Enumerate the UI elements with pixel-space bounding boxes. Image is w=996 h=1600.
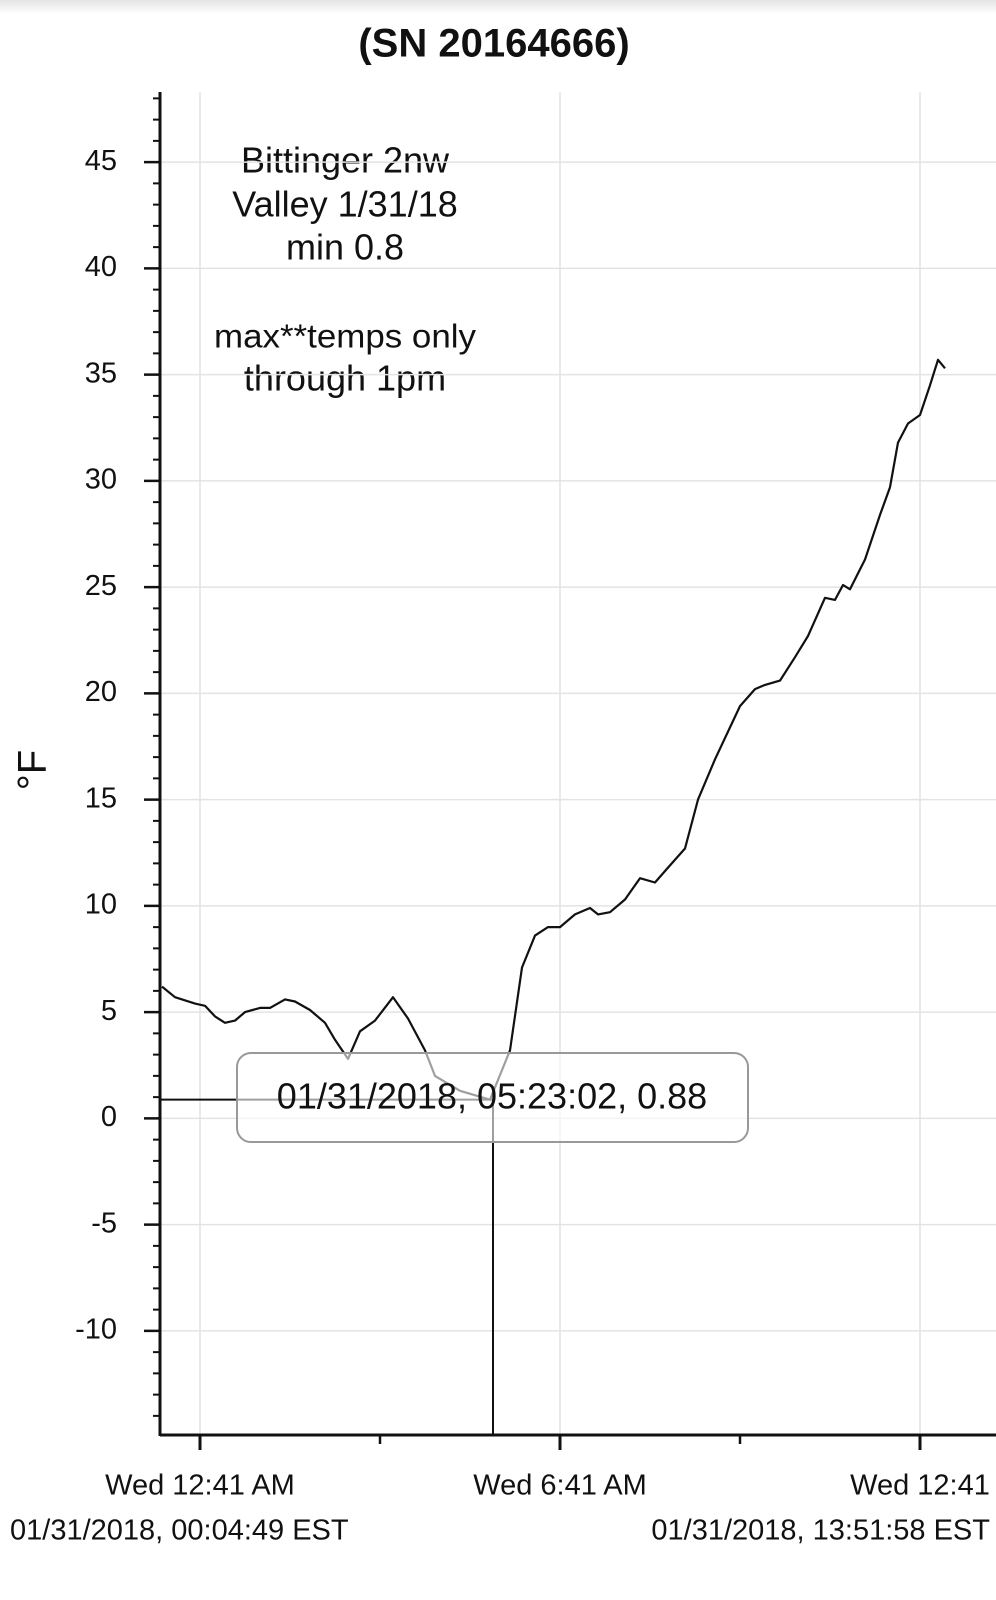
annotation-line: Valley 1/31/18 (232, 184, 458, 225)
x-range-start: 01/31/2018, 00:04:49 EST (10, 1515, 349, 1547)
x-range-end: 01/31/2018, 13:51:58 EST (651, 1515, 990, 1547)
x-tick-label: Wed 12:41 (850, 1470, 990, 1502)
tooltip-text: 01/31/2018, 05:23:02, 0.88 (277, 1076, 707, 1117)
annotation: Bittinger 2nw Valley 1/31/18 min 0.8 max… (214, 140, 477, 399)
y-tick-label: 20 (85, 676, 117, 708)
y-tick-label: -10 (75, 1314, 117, 1346)
y-tick-label: -5 (91, 1207, 117, 1239)
annotation-line: min 0.8 (286, 227, 404, 268)
y-axis-label: °F (11, 750, 55, 790)
y-tick-label: 15 (85, 782, 117, 814)
annotation-line: Bittinger 2nw (241, 140, 450, 181)
annotation-line: max**temps only (214, 318, 477, 355)
y-tick-label: 0 (101, 1101, 117, 1133)
y-tick-label: 40 (85, 251, 117, 283)
tooltip-box (236, 1052, 749, 1143)
y-tick-label: 5 (101, 995, 117, 1027)
chart-title: (SN 20164666) (358, 22, 629, 66)
y-tick-label: 30 (85, 464, 117, 496)
annotation-line: through 1pm (244, 358, 446, 399)
x-tick-label: Wed 12:41 AM (105, 1470, 295, 1502)
y-tick-label: 35 (85, 357, 117, 389)
y-tick-label: 45 (85, 145, 117, 177)
x-tick-label: Wed 6:41 AM (473, 1470, 647, 1502)
y-tick-label: 25 (85, 570, 117, 602)
top-bar (0, 0, 996, 14)
data-line (161, 358, 946, 1101)
y-tick-label: 10 (85, 889, 117, 921)
